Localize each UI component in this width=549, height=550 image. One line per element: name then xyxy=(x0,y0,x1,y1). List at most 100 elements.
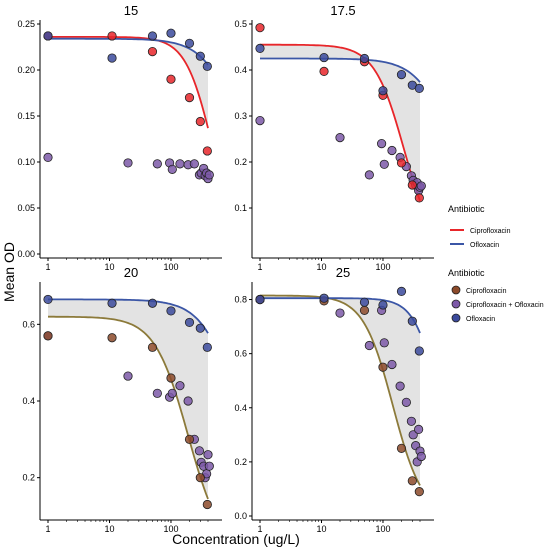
point-ciprofloxacin xyxy=(195,116,205,127)
point-ofloxacin xyxy=(378,300,388,310)
x-tick-label: 100 xyxy=(163,262,178,272)
fit-curve-ciprofloxacin xyxy=(48,36,209,129)
fit-curve-ciprofloxacin xyxy=(260,294,421,486)
panel-2: 17.5 0.1 0.2 0.3 0.4 0.5 1 10 100 xyxy=(234,3,434,272)
point-ciprofloxacin xyxy=(407,476,417,486)
y-tick-label: 0.00 xyxy=(17,249,35,259)
y-tick-label: 0.5 xyxy=(234,19,247,29)
x-tick-label: 100 xyxy=(163,524,178,534)
point-ofloxacin xyxy=(107,53,117,63)
y-tick-label: 0.8 xyxy=(234,295,247,305)
point-ciprofloxacin xyxy=(407,180,417,190)
point-ciprofloxacin-ofloxacin xyxy=(335,308,345,318)
y-axis-label: Mean OD xyxy=(1,242,17,302)
fit-curve-ofloxacin xyxy=(260,297,421,334)
x-tick-label: 100 xyxy=(375,524,390,534)
point-ciprofloxacin-ofloxacin xyxy=(377,139,387,149)
panel-title: 20 xyxy=(124,265,138,280)
point-ofloxacin xyxy=(255,294,265,305)
point-ofloxacin xyxy=(166,28,176,38)
point-ciprofloxacin xyxy=(359,305,370,315)
point-ofloxacin xyxy=(43,294,53,305)
point-ciprofloxacin xyxy=(414,487,424,497)
panel-3: 20 0.2 0.4 0.6 1 10 100 xyxy=(22,265,222,534)
point-ciprofloxacin-ofloxacin xyxy=(379,159,389,169)
point-ciprofloxacin-ofloxacin xyxy=(123,158,133,168)
point-ciprofloxacin xyxy=(319,66,329,76)
y-tick-label: 0.4 xyxy=(234,403,247,413)
point-ofloxacin xyxy=(107,298,117,308)
point-ciprofloxacin-ofloxacin xyxy=(175,381,185,391)
point-ofloxacin xyxy=(378,86,388,96)
point-ciprofloxacin-ofloxacin xyxy=(183,396,193,406)
point-ciprofloxacin-ofloxacin xyxy=(204,461,214,471)
point-ciprofloxacin-ofloxacin xyxy=(387,145,397,156)
legend-item-label: Ciprofloxacin + Ofloxacin xyxy=(466,302,544,309)
y-tick-label: 0.2 xyxy=(22,473,35,483)
y-tick-label: 0.25 xyxy=(17,19,35,29)
point-ciprofloxacin-ofloxacin xyxy=(123,371,133,381)
legend-item-label: Ciprofloxacin xyxy=(466,288,507,295)
point-ofloxacin xyxy=(43,31,53,41)
legend-item-label: Ciprofloxacin xyxy=(470,228,511,235)
x-tick-label: 1 xyxy=(257,262,262,272)
point-ciprofloxacin-ofloxacin xyxy=(175,159,185,169)
confidence-band xyxy=(48,36,208,129)
legend-point-swatch xyxy=(451,285,461,295)
point-ciprofloxacin-ofloxacin xyxy=(395,381,405,391)
point-ofloxacin xyxy=(147,298,158,308)
point-ofloxacin xyxy=(407,316,417,326)
point-ciprofloxacin-ofloxacin xyxy=(408,430,418,440)
legend-point-swatch xyxy=(451,299,461,309)
point-ofloxacin xyxy=(195,51,205,61)
y-tick-label: 0.1 xyxy=(234,203,247,213)
point-ciprofloxacin xyxy=(166,74,176,84)
point-ciprofloxacin xyxy=(202,146,212,156)
x-tick-label: 1 xyxy=(45,262,50,272)
point-ofloxacin xyxy=(359,53,370,64)
point-ofloxacin xyxy=(202,61,212,71)
x-tick-label: 10 xyxy=(104,262,114,272)
point-ofloxacin xyxy=(319,293,329,303)
point-ofloxacin xyxy=(414,346,424,356)
point-ciprofloxacin xyxy=(414,193,424,203)
point-ofloxacin xyxy=(184,317,195,328)
point-ciprofloxacin-ofloxacin xyxy=(414,424,424,435)
point-ciprofloxacin xyxy=(195,473,205,483)
fit-curve-ofloxacin xyxy=(48,37,209,66)
point-ofloxacin xyxy=(166,306,176,316)
fit-curve-ciprofloxacin xyxy=(48,315,209,500)
point-ciprofloxacin xyxy=(396,158,407,168)
y-tick-label: 0.2 xyxy=(234,157,247,167)
y-tick-label: 0.2 xyxy=(234,457,247,467)
point-ciprofloxacin xyxy=(378,362,388,372)
point-ciprofloxacin-ofloxacin xyxy=(152,388,162,398)
point-ciprofloxacin xyxy=(166,373,176,383)
point-ciprofloxacin xyxy=(202,499,212,510)
point-ofloxacin xyxy=(396,70,407,80)
point-ofloxacin xyxy=(202,342,212,352)
legends: Antibiotic Ciprofloxacin Ofloxacin Antibiot… xyxy=(448,204,544,323)
point-ciprofloxacin-ofloxacin xyxy=(204,170,214,180)
point-ciprofloxacin xyxy=(147,46,158,57)
legend-title: Antibiotic xyxy=(448,268,485,278)
x-axis-label: Concentration (ug/L) xyxy=(172,531,300,547)
y-tick-label: 0.15 xyxy=(17,111,35,121)
y-tick-label: 0.05 xyxy=(17,203,35,213)
panel-1: 15 0.00 0.05 0.10 0.15 0.20 0.25 1 10 100 xyxy=(17,3,222,272)
x-tick-label: 100 xyxy=(375,262,390,272)
point-ofloxacin xyxy=(359,297,370,307)
point-ciprofloxacin xyxy=(184,93,195,103)
point-ciprofloxacin-ofloxacin xyxy=(406,416,417,426)
point-ofloxacin xyxy=(184,38,195,48)
point-ciprofloxacin-ofloxacin xyxy=(416,451,426,462)
panel-4: 25 0.0 0.2 0.4 0.6 0.8 1 10 100 xyxy=(234,265,434,534)
point-ciprofloxacin-ofloxacin xyxy=(43,152,53,162)
point-ciprofloxacin-ofloxacin xyxy=(416,181,426,191)
panel-title: 25 xyxy=(336,265,350,280)
point-ciprofloxacin xyxy=(147,342,158,352)
legend-item-label: Ofloxacin xyxy=(470,242,499,249)
y-tick-label: 0.6 xyxy=(22,319,35,329)
point-ciprofloxacin xyxy=(43,331,53,341)
